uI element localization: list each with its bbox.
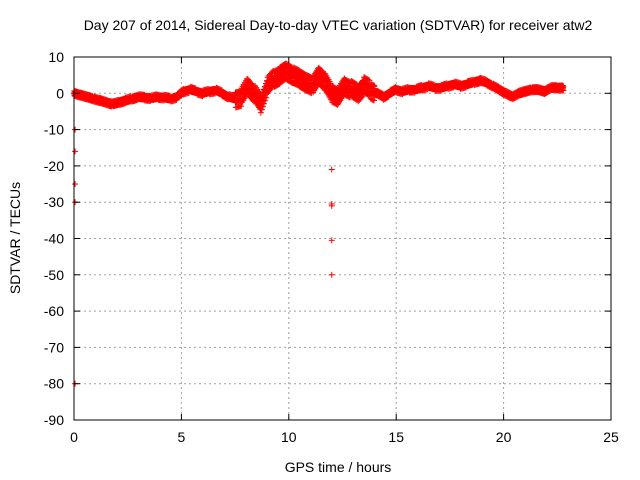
data-point (261, 100, 268, 107)
data-point (258, 106, 265, 113)
data-point (262, 97, 269, 104)
data-point (260, 103, 267, 110)
data-point (263, 94, 270, 101)
data-point (257, 109, 264, 116)
data-layer (71, 60, 567, 387)
grid-layer (74, 57, 611, 420)
